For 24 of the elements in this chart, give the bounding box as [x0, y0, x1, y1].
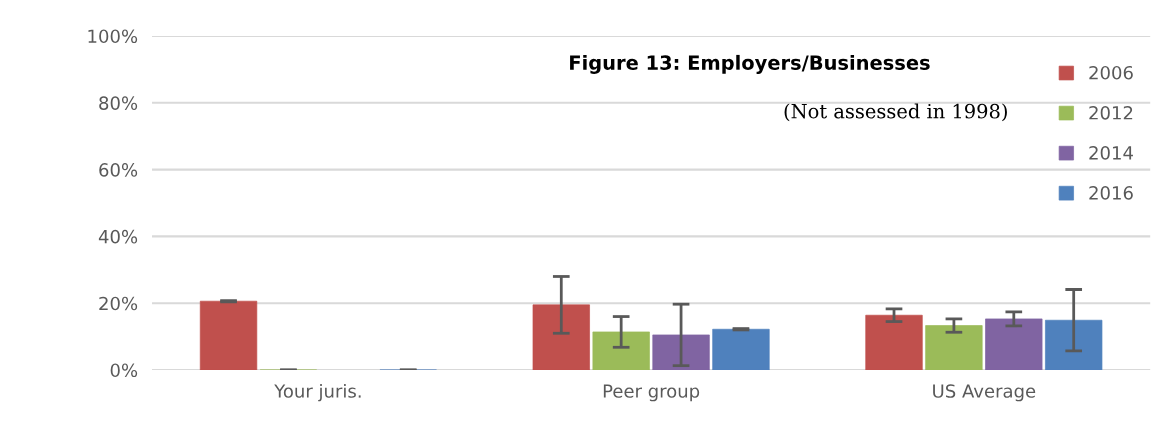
bar — [1045, 319, 1103, 370]
legend-label: 2014 — [1089, 146, 1133, 160]
y-tick-label: 0% — [110, 363, 138, 378]
bar — [199, 300, 258, 370]
bar — [712, 328, 770, 370]
text: (Not assessed in 1998) — [784, 103, 1007, 122]
y-tick-label: 60% — [99, 163, 138, 177]
legend-label: 2016 — [1089, 186, 1133, 200]
y-tick-label: 100% — [88, 29, 138, 44]
x-tick-label: Peer group — [603, 384, 700, 402]
y-tick-label: 40% — [98, 229, 138, 244]
bar — [592, 331, 650, 370]
x-tick-label: US Average — [933, 384, 1036, 402]
y-tick-label: 80% — [99, 96, 138, 110]
y-tick-label: 20% — [99, 296, 138, 311]
bar — [985, 318, 1043, 370]
bar — [652, 334, 710, 370]
bar — [865, 314, 923, 370]
legend-label: 2006 — [1089, 65, 1133, 80]
text: Figure 13: Employers/Businesses — [570, 54, 930, 74]
legend-label: 2012 — [1089, 105, 1133, 120]
bar — [925, 325, 983, 370]
x-tick-label: Your juris. — [274, 383, 361, 402]
bar — [532, 304, 590, 370]
